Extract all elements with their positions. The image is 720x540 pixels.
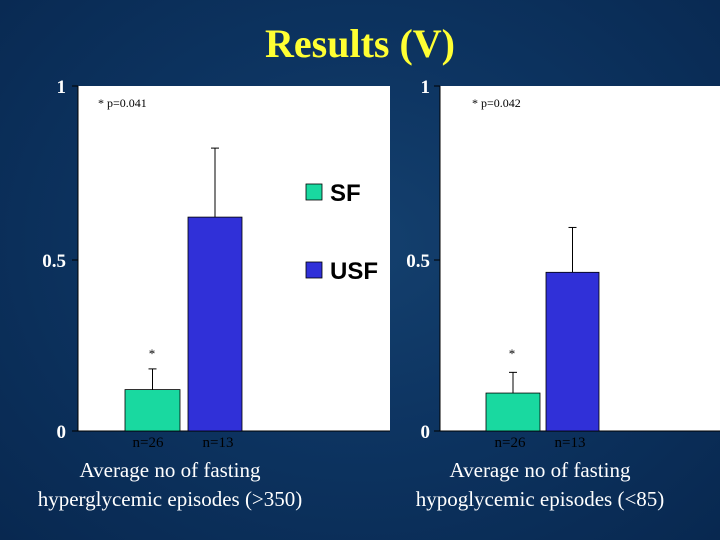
y-tick-label: 1 (421, 77, 431, 98)
bar-usf (545, 271, 600, 432)
category-label: n=13 (203, 435, 234, 451)
legend-label-usf: USF (330, 258, 378, 285)
slide-title: Results (V) (265, 21, 455, 66)
y-tick-label: 0.5 (42, 251, 66, 272)
y-tick-label: 0 (421, 422, 431, 443)
category-label: n=26 (133, 435, 164, 451)
x-axis-caption-line-1: Average no of fasting (450, 458, 631, 482)
x-axis-caption-line-1: Average no of fasting (80, 458, 261, 482)
bar-usf (187, 216, 243, 432)
y-tick-label: 0 (57, 422, 67, 443)
y-tick-label: 1 (57, 77, 67, 98)
x-axis-caption-line-2: hyperglycemic episodes (>350) (38, 487, 303, 511)
category-label: n=26 (495, 435, 526, 451)
bar-sf (485, 392, 541, 432)
legend-label-sf: SF (330, 180, 361, 207)
bar-sf (124, 389, 181, 432)
significance-star: * (509, 346, 516, 361)
significance-star: * (149, 346, 156, 361)
legend-swatch-usf (305, 261, 323, 279)
p-value-annotation: * p=0.042 (472, 96, 521, 110)
category-label: n=13 (555, 435, 586, 451)
x-axis-caption-line-2: hypoglycemic episodes (<85) (416, 487, 665, 511)
legend-swatch-sf (305, 183, 323, 201)
y-tick-label: 0.5 (406, 251, 430, 272)
p-value-annotation: * p=0.041 (98, 96, 147, 110)
